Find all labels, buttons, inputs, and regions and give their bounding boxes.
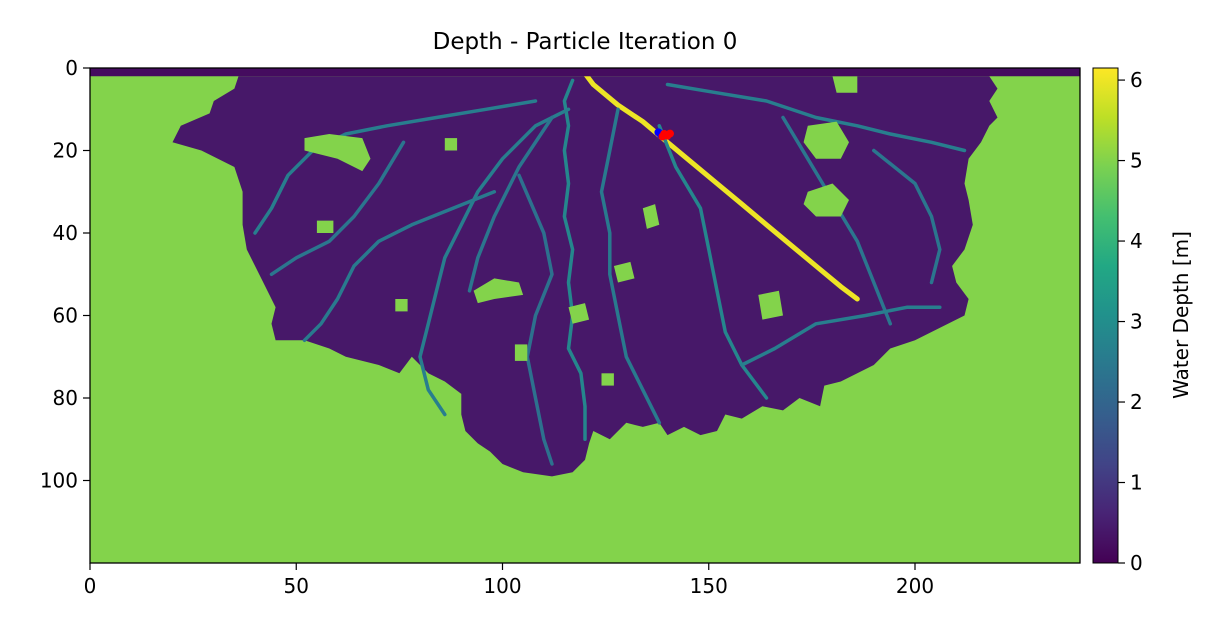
- colorbar-tick-label: 2: [1130, 390, 1143, 414]
- x-tick-label: 100: [483, 574, 521, 598]
- dry-patch-13: [395, 299, 408, 312]
- particle-4: [658, 132, 667, 141]
- channel-11: [269, 140, 406, 277]
- colorbar-tick-label: 3: [1130, 310, 1143, 334]
- channel-8: [665, 82, 967, 153]
- channel-7: [657, 124, 769, 400]
- channel-12: [517, 173, 554, 466]
- inlet-strip: [90, 68, 1080, 77]
- x-axis: 0 50 100 150 200: [84, 563, 934, 598]
- y-axis: 0 20 40 60 80 100: [40, 56, 90, 493]
- dry-patch-11: [601, 373, 614, 386]
- x-tick-label: 0: [84, 574, 97, 598]
- chart-title: Depth - Particle Iteration 0: [433, 29, 738, 55]
- y-tick-label: 20: [53, 139, 78, 163]
- colorbar-tick-label: 1: [1130, 471, 1143, 495]
- channel-9: [781, 115, 893, 326]
- colorbar-label: Water Depth [m]: [1169, 231, 1193, 399]
- channel-13: [872, 148, 942, 285]
- dry-patch-9: [568, 303, 590, 324]
- dry-patch-10: [514, 344, 528, 361]
- dry-patch-7: [316, 220, 334, 233]
- colorbar: [1092, 67, 1119, 564]
- dry-patch-2: [803, 121, 849, 159]
- channel-5: [302, 190, 497, 343]
- dry-patch-6: [642, 204, 660, 229]
- y-tick-label: 100: [40, 469, 78, 493]
- channel-4: [467, 115, 554, 293]
- heatmap-plot-area: [90, 68, 1080, 563]
- dry-patch-4: [832, 76, 858, 93]
- y-tick-label: 80: [53, 386, 78, 410]
- colorbar-tick-label: 6: [1130, 68, 1143, 92]
- x-tick-label: 200: [896, 574, 934, 598]
- dry-patch-8: [613, 261, 635, 283]
- y-tick-label: 60: [53, 304, 78, 328]
- x-tick-label: 150: [690, 574, 728, 598]
- delta-wet-region: [172, 76, 998, 477]
- channel-6: [599, 107, 662, 425]
- channel-main: [578, 68, 860, 302]
- dry-patch-5: [758, 290, 783, 320]
- colorbar-tick-label: 5: [1130, 149, 1143, 173]
- channel-10: [740, 305, 942, 367]
- dry-patch-12: [444, 138, 458, 151]
- dry-patch-1: [473, 278, 524, 304]
- colorbar-tick-label: 4: [1130, 229, 1143, 253]
- particle-5: [665, 129, 674, 138]
- dry-patch-3: [803, 183, 849, 217]
- channel-3: [253, 99, 538, 235]
- channel-2: [418, 107, 571, 417]
- y-tick-label: 0: [65, 56, 78, 80]
- colorbar-ticks: 0 1 2 3 4 5 6: [1118, 68, 1143, 575]
- channel-1: [562, 78, 587, 442]
- dry-patch-0: [304, 134, 371, 172]
- x-tick-label: 50: [284, 574, 309, 598]
- y-tick-label: 40: [53, 221, 78, 245]
- colorbar-tick-label: 0: [1130, 551, 1143, 575]
